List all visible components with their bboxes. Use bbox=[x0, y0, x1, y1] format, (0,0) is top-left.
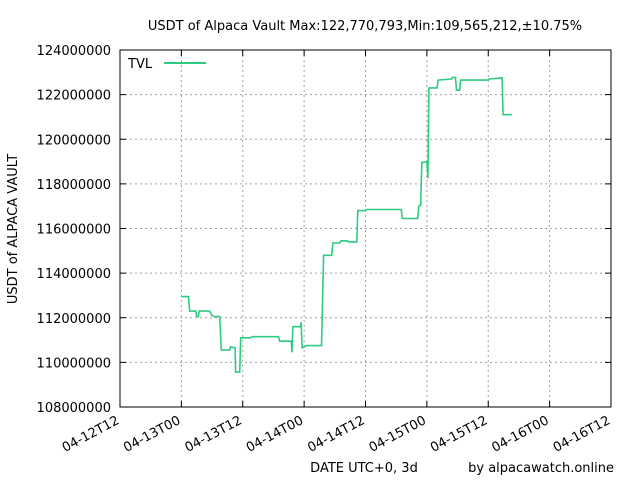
credit-text: by alpacawatch.online bbox=[468, 461, 614, 476]
x-tick-label: 04-16T00 bbox=[489, 413, 551, 455]
series-line-tvl bbox=[181, 76, 512, 373]
x-tick-label: 04-15T12 bbox=[428, 413, 490, 455]
y-tick-label: 120000000 bbox=[37, 133, 111, 148]
y-tick-label: 114000000 bbox=[37, 267, 111, 282]
chart-title: USDT of Alpaca Vault Max:122,770,793,Min… bbox=[148, 19, 582, 34]
y-tick-label: 112000000 bbox=[37, 312, 111, 327]
x-tick-label: 04-14T12 bbox=[305, 413, 367, 455]
y-tick-label: 118000000 bbox=[37, 178, 111, 193]
x-axis-ticks: 04-12T12 04-13T00 04-13T12 04-14T00 04-14T12… bbox=[60, 50, 613, 456]
y-tick-label: 124000000 bbox=[37, 44, 111, 59]
legend: TVL bbox=[127, 57, 206, 72]
legend-label-tvl: TVL bbox=[127, 57, 153, 72]
y-tick-label: 122000000 bbox=[37, 89, 111, 104]
x-tick-label: 04-14T00 bbox=[244, 413, 306, 455]
x-tick-label: 04-15T00 bbox=[367, 413, 429, 455]
y-tick-label: 108000000 bbox=[37, 401, 111, 416]
x-tick-label: 04-13T12 bbox=[183, 413, 245, 455]
x-axis-label: DATE UTC+0, 3d bbox=[310, 461, 418, 476]
grid-lines bbox=[120, 50, 611, 407]
x-tick-label: 04-16T12 bbox=[551, 413, 613, 455]
y-axis-ticks: 108000000 110000000 112000000 114000000 1160… bbox=[37, 44, 611, 416]
y-tick-label: 110000000 bbox=[37, 356, 111, 371]
y-tick-label: 116000000 bbox=[37, 223, 111, 238]
y-axis-label: USDT of ALPACA VAULT bbox=[6, 154, 21, 304]
x-tick-label: 04-12T12 bbox=[60, 413, 122, 455]
series-layer bbox=[181, 76, 512, 373]
x-tick-label: 04-13T00 bbox=[121, 413, 183, 455]
